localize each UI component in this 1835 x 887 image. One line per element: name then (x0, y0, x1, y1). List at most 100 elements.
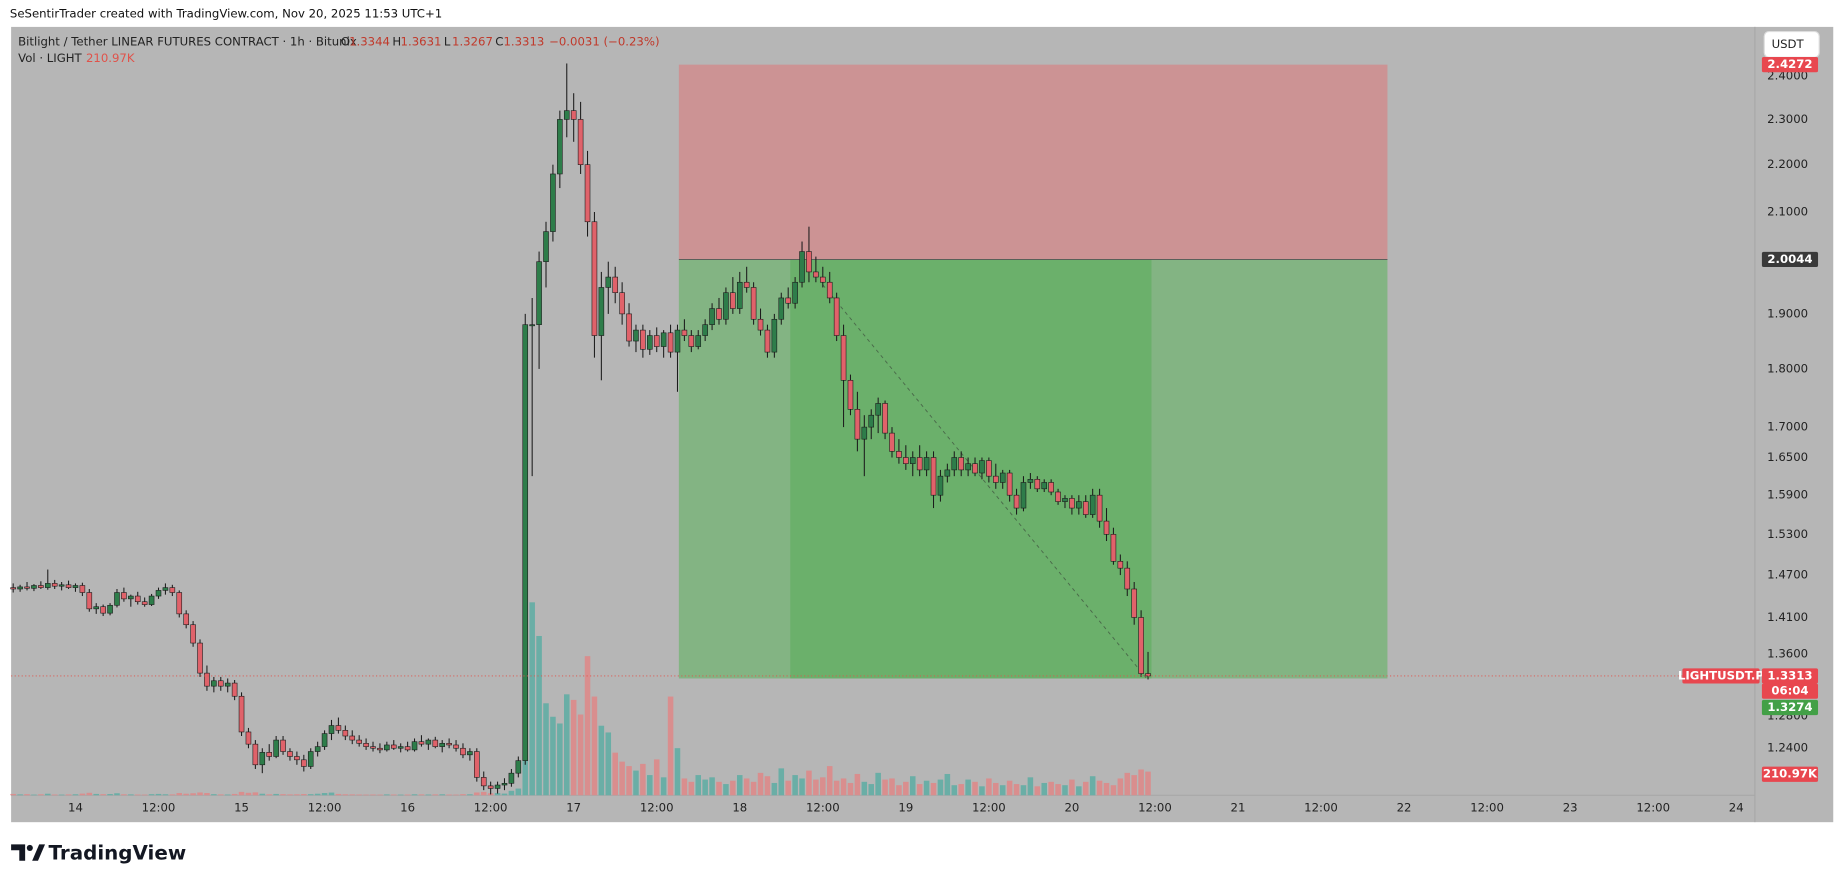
volume-bar (224, 794, 231, 796)
volume-bar (65, 794, 72, 796)
candle-body (467, 751, 473, 756)
candle-body (224, 682, 231, 687)
volume-bar (993, 782, 999, 796)
volume-bar (342, 794, 349, 796)
logo-mark (32, 844, 46, 861)
candle-body (930, 457, 937, 496)
volume-bar (1076, 786, 1082, 796)
legend-key: L (444, 35, 451, 49)
candle-body (716, 308, 722, 320)
candle-body (743, 281, 750, 288)
volume-bar (1027, 777, 1034, 796)
volume-bar (757, 772, 764, 796)
volume-bar (543, 703, 549, 796)
y-tick-label: 1.2400 (1767, 741, 1808, 755)
volume-bar (51, 794, 58, 796)
candle-body (570, 110, 577, 120)
volume-bar (446, 794, 452, 796)
countdown-badge-bg (1761, 683, 1819, 699)
volume-bar (259, 793, 266, 796)
x-tick-label: 12:00 (1470, 801, 1504, 815)
candle-body (833, 297, 840, 336)
volume-bar (128, 794, 134, 796)
candle-body (847, 380, 854, 410)
volume-bar (72, 794, 79, 796)
candle-body (384, 744, 390, 751)
volume-bar (785, 780, 791, 796)
volume-bar (439, 794, 445, 796)
volume-bar (370, 794, 376, 796)
candle-body (1124, 567, 1131, 590)
candle-body (972, 463, 978, 474)
volume-bar (820, 777, 826, 796)
candle-body (1117, 561, 1124, 569)
candle-body (674, 329, 681, 353)
stop-price-badge-bg (1761, 57, 1819, 73)
symbol-badge: LIGHTUSDT.P (1678, 668, 1764, 682)
candle-body (563, 110, 570, 120)
volume-bar (114, 793, 120, 796)
currency-label[interactable]: USDT (1772, 37, 1805, 51)
candle-body (314, 746, 321, 752)
candle-body (536, 261, 542, 325)
candle-body (1076, 501, 1082, 509)
candle-body (515, 760, 522, 774)
candle-body (681, 329, 688, 336)
y-tick-label: 1.4100 (1767, 610, 1808, 624)
candle-body (702, 324, 708, 336)
candle-body (45, 583, 51, 588)
volume-bar (889, 778, 895, 796)
volume-bar (1048, 781, 1054, 796)
candle-body (377, 747, 383, 751)
candle-body (909, 457, 916, 464)
volume-bar (45, 793, 51, 796)
volume-badge-bg (1761, 766, 1819, 782)
volume-bar (743, 778, 750, 796)
candle-body (1089, 494, 1096, 515)
candle-body (273, 739, 279, 757)
volume-bar (570, 699, 577, 796)
legend-value: 1.3344 (349, 35, 390, 49)
candle-body (342, 730, 349, 737)
candle-body (1020, 482, 1027, 509)
volume-bar (480, 791, 487, 796)
volume-bar (121, 794, 127, 796)
candle-body (965, 463, 971, 471)
candle-body (916, 457, 923, 471)
candle-body (522, 324, 529, 761)
candle-body (217, 680, 224, 687)
candle-body (238, 695, 245, 733)
volume-bar (197, 792, 203, 796)
volume-bar (335, 793, 342, 796)
candle-body (937, 475, 944, 496)
volume-bar (813, 779, 819, 796)
candle-body (480, 777, 487, 787)
candle-body (820, 276, 826, 283)
volume-bar (280, 794, 286, 796)
volume-bar (847, 782, 854, 796)
candle-body (709, 308, 715, 325)
candle-body (197, 642, 203, 674)
x-tick-label: 19 (898, 801, 913, 815)
last-price-badge-bg (1761, 668, 1819, 684)
volume-bar (169, 794, 176, 796)
volume-bar (1034, 786, 1041, 796)
candle-body (411, 741, 418, 751)
candle-body (1048, 482, 1054, 493)
volume-bar (183, 793, 189, 796)
candle-body (640, 329, 646, 350)
candle-body (190, 624, 196, 644)
candle-body (1069, 498, 1075, 509)
volume-bar (619, 761, 625, 796)
candle-body (148, 595, 155, 605)
countdown-badge: 06:04 (1771, 684, 1808, 698)
x-tick-label: 18 (732, 801, 747, 815)
volume-bar (875, 772, 881, 796)
volume-bar (736, 775, 743, 796)
volume-title: Vol · LIGHT (18, 51, 82, 65)
candle-body (335, 725, 342, 731)
volume-bar (38, 794, 44, 796)
volume-bar (771, 782, 778, 796)
volume-bar (107, 794, 113, 796)
volume-bar (1055, 784, 1061, 796)
